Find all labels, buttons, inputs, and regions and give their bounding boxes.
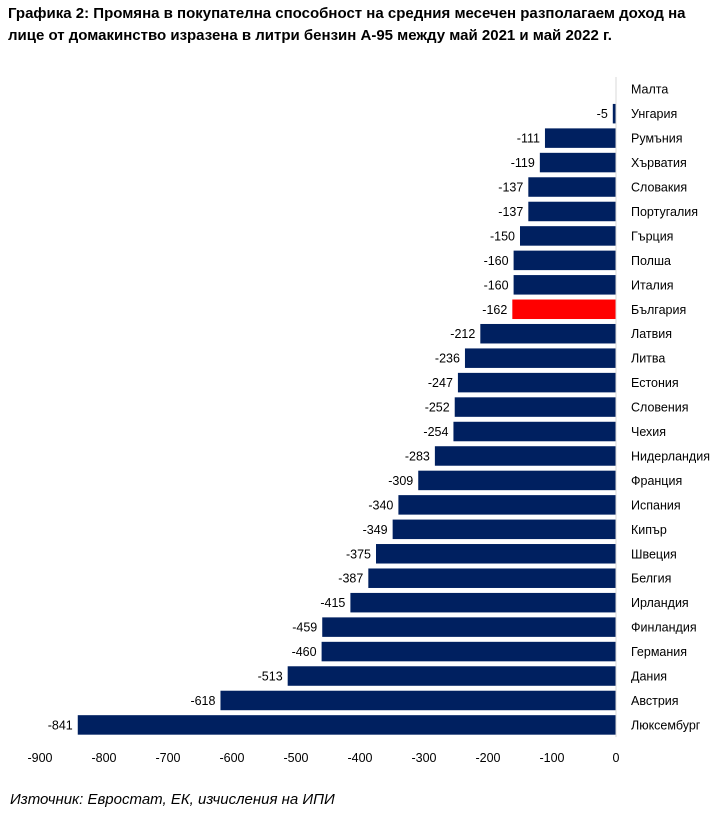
- bar-23: [322, 617, 616, 637]
- category-label: Финландия: [631, 621, 697, 635]
- data-label: -375: [346, 547, 371, 561]
- category-label: Дания: [631, 670, 667, 684]
- data-label: -618: [190, 694, 215, 708]
- data-label: -387: [338, 572, 363, 586]
- source-note: Източник: Евростат, ЕК, изчисления на ИП…: [10, 791, 335, 808]
- bar-5: [528, 177, 616, 197]
- bar-24: [321, 641, 616, 662]
- data-label: -252: [425, 401, 450, 415]
- x-tick-label: 0: [613, 751, 620, 765]
- category-label: Хърватия: [631, 156, 687, 170]
- data-label: -283: [405, 449, 430, 463]
- data-label: -119: [511, 156, 535, 170]
- bar-10: [512, 299, 616, 320]
- category-label: Испания: [631, 498, 681, 512]
- bar-19: [392, 519, 616, 540]
- category-label: Нидерландия: [631, 449, 710, 463]
- category-label: Гърция: [631, 229, 673, 243]
- category-label: Естония: [631, 376, 679, 390]
- data-label: -162: [482, 303, 507, 317]
- bar-22: [350, 592, 616, 613]
- data-labels-group: -5 -111 -119 -137 -137 -150 -160 -160 -162 -212 -2…: [48, 107, 608, 732]
- category-label: Люксембург: [631, 718, 701, 732]
- x-tick-label: -700: [155, 751, 180, 765]
- bar-8: [513, 250, 616, 271]
- data-label: -415: [320, 596, 345, 610]
- x-tick-label: -400: [347, 751, 372, 765]
- category-label: Ирландия: [631, 596, 689, 610]
- bar-3: [544, 128, 616, 148]
- x-tick-label: -200: [475, 751, 500, 765]
- category-label: Словения: [631, 401, 689, 415]
- bar-15: [453, 421, 616, 442]
- data-label: -212: [450, 327, 475, 341]
- bar-9: [513, 275, 616, 295]
- category-label: Малта: [631, 83, 668, 97]
- data-label: -841: [48, 718, 73, 732]
- data-label: -111: [517, 132, 540, 146]
- data-label: -309: [388, 474, 413, 488]
- data-label: -150: [490, 229, 515, 243]
- bar-12: [464, 348, 616, 368]
- category-label: Полша: [631, 254, 671, 268]
- category-label: Румъния: [631, 132, 683, 146]
- category-label: България: [631, 303, 686, 317]
- bar-26: [220, 690, 617, 711]
- bars-group: [77, 103, 617, 735]
- data-label: -137: [498, 205, 523, 219]
- data-label: -459: [292, 621, 317, 635]
- bar-6: [528, 201, 616, 222]
- data-label: -340: [368, 498, 393, 512]
- x-tick-label: -900: [27, 751, 52, 765]
- data-label: -236: [435, 352, 460, 366]
- category-labels-group: Малта Унгария Румъния Хърватия Словакия Порту…: [631, 83, 710, 733]
- bar-4: [539, 152, 616, 173]
- category-label: Швеция: [631, 547, 677, 561]
- bar-chart: -5 -111 -119 -137 -137 -150 -160 -160 -162 -212 -2…: [27, 77, 710, 765]
- category-label: Белгия: [631, 572, 671, 586]
- x-tick-label: -100: [539, 751, 564, 765]
- category-label: Литва: [631, 352, 665, 366]
- category-label: Португалия: [631, 205, 698, 219]
- category-label: Кипър: [631, 523, 667, 537]
- bar-17: [418, 470, 616, 491]
- bar-13: [457, 372, 616, 393]
- data-label: -160: [484, 278, 509, 292]
- data-label: -254: [423, 425, 448, 439]
- bar-2: [612, 103, 616, 124]
- data-label: -137: [498, 181, 523, 195]
- category-label: Чехия: [631, 425, 666, 439]
- category-label: Италия: [631, 278, 674, 292]
- data-label: -349: [363, 523, 388, 537]
- chart-title: Графика 2: Промяна в покупателна способн…: [8, 5, 686, 44]
- data-label: -160: [484, 254, 509, 268]
- bar-7: [520, 226, 616, 246]
- bar-20: [376, 544, 616, 564]
- data-label: -5: [597, 107, 608, 121]
- category-label: Унгария: [631, 107, 677, 121]
- category-label: Франция: [631, 474, 682, 488]
- bar-18: [398, 495, 616, 515]
- bar-27: [77, 715, 616, 735]
- bar-25: [287, 666, 616, 686]
- x-tick-labels-group: -900 -800 -700 -600 -500 -400 -300 -200 -100 0: [27, 751, 619, 765]
- data-label: -247: [428, 376, 453, 390]
- x-tick-label: -800: [91, 751, 116, 765]
- category-label: Словакия: [631, 181, 687, 195]
- category-label: Латвия: [631, 327, 672, 341]
- bar-21: [368, 568, 616, 588]
- bar-14: [454, 397, 616, 417]
- x-tick-label: -300: [411, 751, 436, 765]
- bar-11: [480, 323, 616, 344]
- category-label: Австрия: [631, 694, 679, 708]
- bar-16: [434, 446, 616, 466]
- x-tick-label: -500: [283, 751, 308, 765]
- data-label: -460: [292, 645, 317, 659]
- x-tick-label: -600: [219, 751, 244, 765]
- category-label: Германия: [631, 645, 687, 659]
- data-label: -513: [258, 670, 283, 684]
